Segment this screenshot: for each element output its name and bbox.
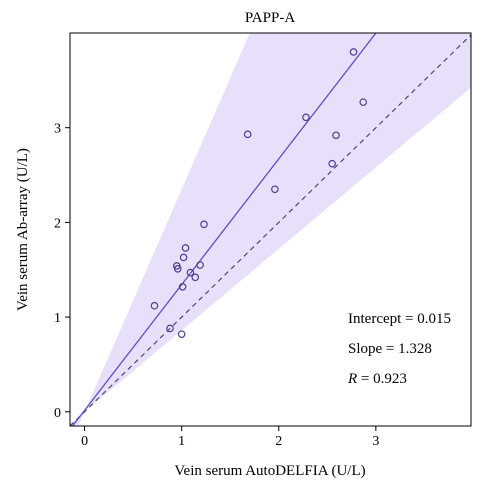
r-value: = 0.923 (357, 371, 407, 387)
y-tick-label: 1 (54, 311, 61, 326)
data-point-16 (328, 159, 336, 168)
data-point-6 (178, 282, 187, 291)
identity-line (70, 34, 471, 426)
data-point-1 (150, 301, 159, 310)
data-point-19 (359, 98, 368, 106)
prediction-band (70, 33, 471, 426)
x-tick-label: 3 (372, 434, 379, 449)
x-tick-label: 0 (81, 434, 88, 449)
data-point-15 (302, 113, 310, 122)
x-axis: 0 1 2 3 (81, 426, 379, 449)
regression-line (71, 33, 377, 426)
x-tick-label: 2 (275, 434, 282, 449)
data-point-17 (332, 131, 340, 140)
data-point-2 (166, 324, 174, 333)
x-tick-label: 1 (178, 434, 185, 449)
y-axis-label: Vein serum Ab-array (U/L) (15, 148, 31, 311)
chart-title: PAPP-A (245, 10, 295, 26)
data-point-5 (177, 330, 186, 338)
data-point-13 (243, 130, 252, 139)
r-label: R (347, 371, 357, 387)
data-point-4 (173, 264, 182, 273)
data-point-9 (186, 268, 195, 277)
r-annotation: R = 0.923 (347, 371, 407, 387)
plot-frame (69, 32, 472, 427)
data-points (150, 48, 368, 338)
data-point-12 (200, 220, 208, 229)
y-tick-label: 2 (54, 216, 61, 231)
plot-area (70, 33, 471, 426)
data-point-18 (349, 48, 358, 56)
y-tick-label: 0 (54, 406, 61, 421)
data-point-8 (181, 244, 190, 252)
data-point-7 (179, 253, 188, 262)
y-axis: 0 1 2 3 (54, 122, 70, 421)
intercept-annotation: Intercept = 0.015 (348, 311, 451, 327)
y-tick-label: 3 (54, 122, 61, 137)
slope-annotation: Slope = 1.328 (348, 341, 432, 357)
data-point-11 (196, 261, 204, 269)
data-point-14 (271, 185, 279, 194)
data-point-10 (191, 273, 200, 282)
x-axis-label: Vein serum AutoDELFIA (U/L) (174, 463, 365, 479)
